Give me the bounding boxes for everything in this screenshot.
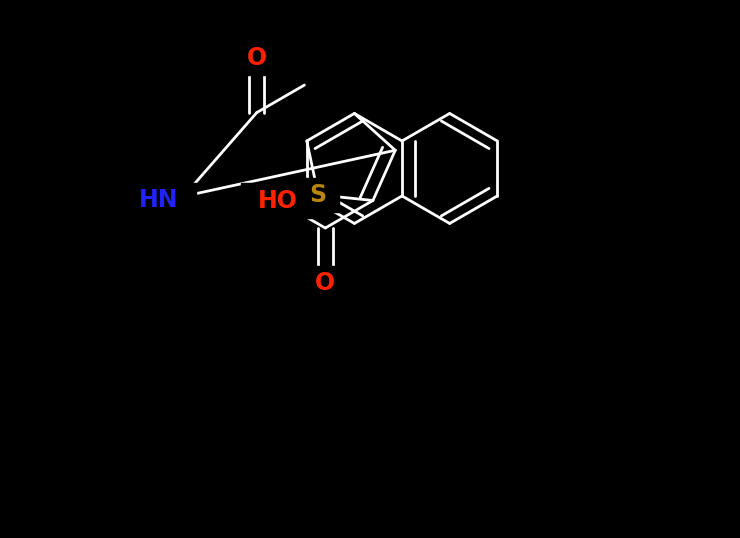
Polygon shape	[305, 266, 346, 300]
Polygon shape	[122, 183, 196, 217]
Polygon shape	[236, 40, 278, 75]
Polygon shape	[240, 183, 314, 218]
Polygon shape	[297, 178, 339, 212]
Text: O: O	[315, 271, 335, 295]
Text: O: O	[246, 46, 267, 69]
Text: S: S	[309, 183, 327, 207]
Text: HN: HN	[139, 188, 179, 212]
Text: HO: HO	[258, 188, 297, 213]
